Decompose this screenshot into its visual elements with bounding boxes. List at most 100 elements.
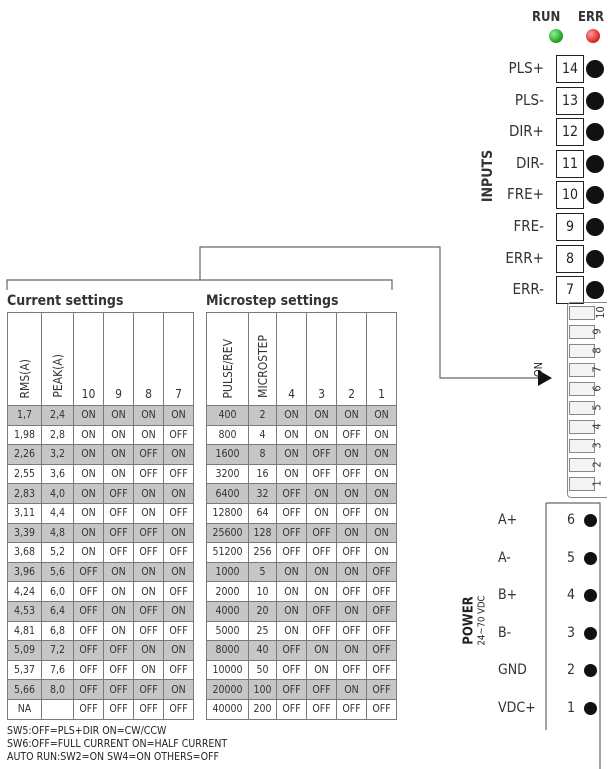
table-cell: ON [103, 444, 134, 465]
table-row: 3,68 5,2 ON OFF OFF OFF [7, 542, 194, 563]
terminal-screw-icon [586, 154, 604, 173]
input-pin-label: ERR- [512, 280, 544, 299]
table-cell: ON [163, 679, 194, 700]
input-pin-number: 13 [556, 86, 584, 115]
power-pin-label: VDC+ [498, 699, 536, 716]
table-cell: 1,98 [7, 424, 42, 446]
table-cell: OFF [163, 463, 194, 485]
table-cell: 8 [248, 444, 277, 465]
table-cell: ON [163, 483, 194, 504]
table-cell: OFF [276, 698, 307, 720]
table-header-label: PEAK(A) [50, 354, 65, 398]
table-cell: 40000 [206, 698, 249, 720]
table-cell: ON [163, 600, 194, 622]
power-title: POWER [461, 596, 477, 645]
table-cell: OFF [306, 620, 337, 642]
table-cell: 7,2 [41, 640, 74, 661]
table-header-cell: PEAK(A) [41, 312, 74, 406]
terminal-screw-icon [584, 514, 597, 527]
table-cell: ON [336, 483, 367, 504]
table-cell: 50 [248, 659, 277, 681]
run-led-label: RUN [532, 10, 561, 25]
table-cell: ON [133, 405, 164, 426]
power-pin-number: 1 [567, 699, 576, 716]
table-cell: 400 [206, 405, 249, 426]
table-cell: OFF [103, 522, 134, 544]
table-header-label: MICROSTEP [255, 335, 270, 398]
table-header-cell: 10 [73, 312, 104, 406]
table-row: 6400 32 OFF ON ON ON [206, 483, 397, 504]
table-cell: OFF [163, 698, 194, 720]
table-cell: 20000 [206, 679, 249, 700]
table-row: 1,7 2,4 ON ON ON ON [7, 405, 194, 426]
table-cell: OFF [163, 581, 194, 602]
table-cell: ON [336, 522, 367, 544]
run-led-icon [549, 29, 563, 43]
table-cell: ON [73, 444, 104, 465]
dip-switch-1 [569, 477, 595, 491]
table-cell: ON [276, 600, 307, 622]
table-cell: OFF [73, 640, 104, 661]
table-cell: ON [73, 424, 104, 446]
table-cell: 5,2 [41, 542, 74, 563]
power-pin-number: 4 [567, 587, 576, 603]
table-cell: ON [366, 463, 397, 485]
power-voltage: 24~70 VDC [476, 595, 488, 646]
table-cell: 10 [248, 581, 277, 602]
table-cell: ON [306, 561, 337, 583]
err-led-icon [586, 29, 600, 43]
power-pin-label: B- [498, 624, 512, 641]
table-cell: 128 [248, 522, 277, 544]
dip-switch-number: 4 [590, 423, 604, 430]
table-cell: ON [336, 405, 367, 426]
table-cell: 2000 [206, 581, 249, 602]
table-header-cell: PULSE/REV [206, 312, 249, 406]
table-cell: ON [73, 522, 104, 544]
table-cell: ON [306, 483, 337, 504]
input-pin-label: DIR+ [508, 122, 544, 141]
table-cell: OFF [366, 581, 397, 602]
microstep-settings-table: PULSE/REV MICROSTEP 4 3 2 1 400 2 ON ON ON ON 800 4 ON… [206, 312, 397, 720]
table-row: 12800 64 OFF ON OFF ON [206, 502, 397, 524]
table-cell: ON [133, 659, 164, 681]
table-row: 3200 16 ON OFF OFF ON [206, 463, 397, 485]
table-cell: ON [103, 463, 134, 485]
input-pin-label: PLS- [514, 90, 544, 109]
dip-switch-2 [569, 458, 595, 472]
table-row: 1,98 2,8 ON ON ON OFF [7, 424, 194, 446]
terminal-screw-icon [584, 551, 597, 565]
table-cell: 5000 [206, 620, 249, 642]
table-row: 2000 10 ON ON OFF OFF [206, 581, 397, 602]
table-cell: 40 [248, 640, 277, 661]
terminal-screw-icon [584, 664, 597, 677]
table-cell: OFF [73, 679, 104, 700]
table-cell: 2,26 [7, 444, 42, 465]
power-pin-number: 5 [567, 549, 576, 566]
table-cell: ON [103, 581, 134, 602]
table-cell: NA [7, 698, 42, 720]
table-cell: OFF [306, 679, 337, 700]
table-cell: ON [133, 502, 164, 524]
table-header-cell: 9 [103, 312, 134, 406]
table-cell: OFF [73, 600, 104, 622]
table-cell: 256 [248, 542, 277, 563]
current-settings-table: RMS(A) PEAK(A) 10 9 8 7 1,7 2,4 ON ON ON ON 1,98 2,8 O… [7, 312, 194, 720]
table-cell: ON [336, 444, 367, 465]
terminal-screw-icon [586, 91, 604, 110]
table-row: 40000 200 OFF OFF OFF OFF [206, 698, 397, 720]
table-header-cell: 7 [163, 312, 194, 406]
table-cell: OFF [306, 444, 337, 465]
table-cell: OFF [133, 679, 164, 700]
dip-switch-number: 7 [590, 366, 604, 373]
input-pin-label: PLS+ [508, 59, 544, 77]
table-cell: ON [306, 424, 337, 446]
table-cell: 6,4 [41, 600, 74, 622]
table-cell: 5,6 [41, 561, 74, 583]
table-cell: OFF [163, 424, 194, 446]
table-cell: OFF [336, 581, 367, 602]
table-cell: ON [163, 640, 194, 661]
table-cell: OFF [366, 620, 397, 642]
dip-switch-number: 8 [590, 347, 604, 354]
table-cell: OFF [103, 483, 134, 504]
table-cell: 3200 [206, 463, 249, 485]
